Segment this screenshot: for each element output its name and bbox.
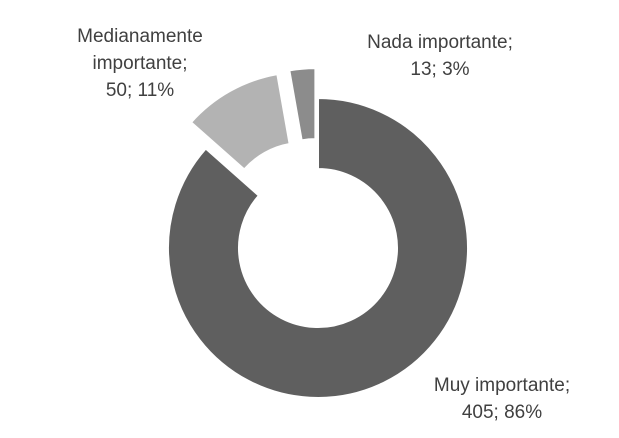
data-label-2-line-1: Medianamente <box>77 26 203 47</box>
data-label-1: Muy importante; 405; 86% <box>434 375 570 423</box>
data-label-3-line-1: Nada importante; <box>367 32 513 53</box>
data-label-1-line-1: Muy importante; <box>434 375 570 396</box>
data-label-2-line-3: 50; 11% <box>106 80 174 101</box>
data-label-3: Nada importante; 13; 3% <box>367 32 513 80</box>
data-label-2-line-2: importante; <box>92 53 187 74</box>
donut-slice-2 <box>189 72 291 171</box>
data-label-1-line-2: 405; 86% <box>462 402 542 423</box>
donut-slice-1 <box>167 96 469 399</box>
data-label-2: Medianamente importante; 50; 11% <box>77 26 203 101</box>
data-label-3-line-2: 13; 3% <box>410 59 469 80</box>
donut-slice-3 <box>288 67 317 142</box>
